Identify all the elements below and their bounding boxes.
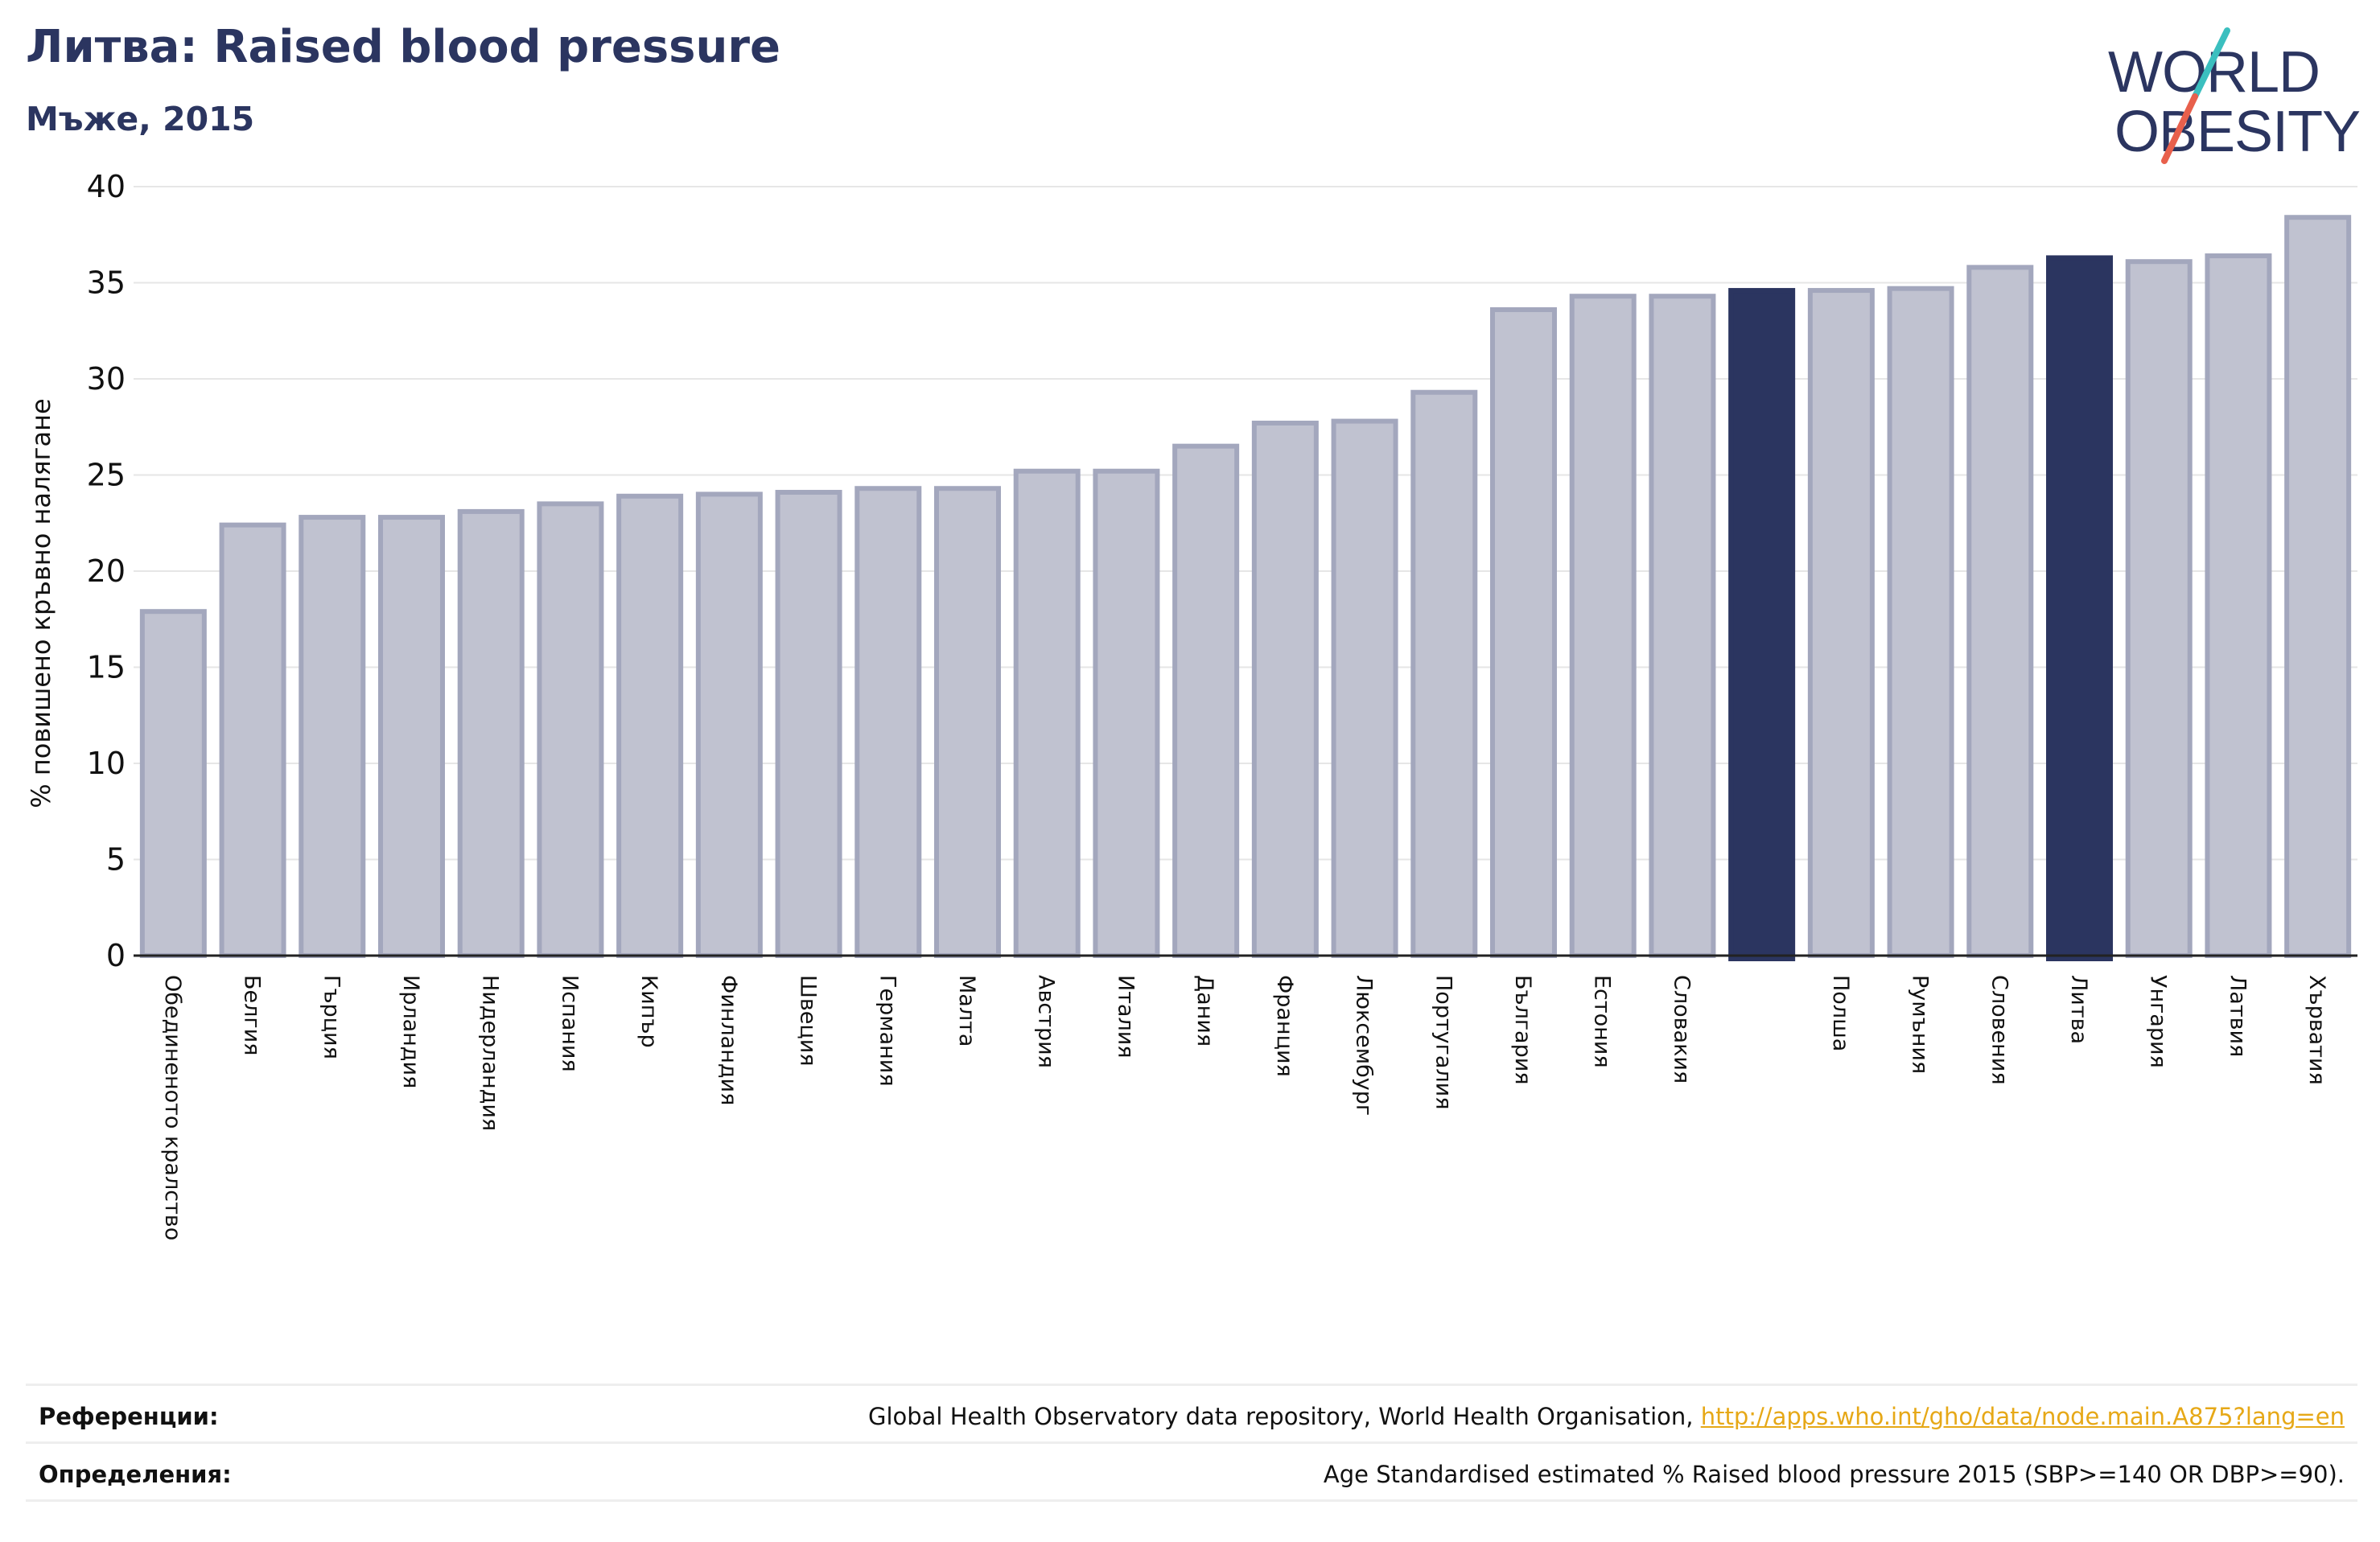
y-tick-label: 20 [87, 553, 126, 589]
references-text: Global Health Observatory data repositor… [867, 1403, 1701, 1430]
x-tick-label: Швеция [796, 975, 821, 1067]
x-tick-label: Люксембург [1352, 975, 1377, 1116]
bar [219, 522, 286, 958]
y-tick-label: 10 [87, 746, 126, 781]
x-axis-ticks: Обединеното кралство Белгия Гърция Ирландия… [160, 975, 2329, 1240]
references-value: Global Health Observatory data repositor… [868, 1403, 2345, 1430]
x-tick-label: Франция [1272, 975, 1297, 1077]
x-tick-label: Гърция [319, 975, 344, 1059]
bar [2205, 253, 2272, 959]
x-tick-label: Кипър [636, 975, 661, 1048]
bar-highlighted [1728, 288, 1796, 961]
y-tick-label: 25 [87, 458, 126, 493]
references-link[interactable]: http://apps.who.int/gho/data/node.main.A… [1700, 1403, 2345, 1430]
y-tick-label: 5 [106, 842, 126, 878]
logo-line-obesity: OBESITY [2114, 100, 2360, 164]
x-tick-label: Латвия [2225, 975, 2250, 1057]
x-tick-label: Австрия [1034, 975, 1059, 1068]
bar [616, 493, 684, 958]
bar [1887, 286, 1954, 959]
bar [1093, 468, 1160, 958]
bar [695, 491, 763, 958]
bar [1013, 468, 1081, 958]
definitions-value: Age Standardised estimated % Raised bloo… [1323, 1461, 2345, 1488]
y-tick-label: 40 [87, 169, 126, 204]
y-axis-label: % повишено кръвно налягане [26, 398, 56, 808]
x-tick-label: Литва [2066, 975, 2091, 1044]
x-tick-label: Румъния [1908, 975, 1933, 1074]
x-tick-label: Малта [954, 975, 979, 1047]
references-label: Референции: [39, 1403, 219, 1430]
x-tick-label: Словакия [1669, 975, 1694, 1084]
bars [139, 215, 2352, 961]
x-tick-label: Унгария [2146, 975, 2171, 1068]
bar [1410, 389, 1478, 959]
bar [1331, 418, 1398, 958]
bar [1490, 306, 1557, 958]
x-tick-label: Полша [1828, 975, 1853, 1051]
bar [1966, 265, 2034, 958]
y-axis-ticks: 0 5 10 15 20 25 30 35 40 [87, 169, 126, 973]
x-tick-label: Хърватия [2304, 975, 2329, 1085]
x-tick-label: Италия [1113, 975, 1138, 1059]
bar [2284, 215, 2352, 958]
definitions-label: Определения: [39, 1461, 232, 1488]
bar [934, 486, 1001, 958]
bar [854, 486, 922, 958]
y-tick-label: 15 [87, 650, 126, 685]
bar [1807, 288, 1875, 958]
x-tick-label: Португалия [1431, 975, 1456, 1109]
x-tick-label: Нидерландия [478, 975, 503, 1131]
references-row: Референции: Global Health Observatory da… [26, 1387, 2357, 1443]
chart-subtitle: Мъже, 2015 [26, 100, 255, 138]
x-tick-label: Ирландия [398, 975, 423, 1088]
y-tick-label: 0 [106, 938, 126, 973]
bar [299, 515, 366, 958]
footer-middle-divider [26, 1441, 2357, 1444]
x-tick-label: Финландия [716, 975, 741, 1105]
bar [1569, 294, 1637, 959]
footer-top-divider [26, 1384, 2357, 1386]
bar [457, 508, 525, 958]
bar [139, 609, 207, 958]
x-tick-label: Словения [1987, 975, 2011, 1085]
chart-title: Литва: Raised blood pressure [26, 21, 780, 73]
logo-slash-bottom [2161, 93, 2198, 164]
world-obesity-logo: WORLD OBESITY [2108, 27, 2361, 164]
x-tick-label: Естония [1590, 975, 1615, 1068]
x-tick-label: Германия [875, 975, 900, 1087]
bar [1172, 443, 1240, 958]
x-tick-label: България [1510, 975, 1535, 1085]
y-tick-label: 30 [87, 361, 126, 397]
bar [1251, 420, 1319, 958]
bar-highlighted [2046, 255, 2113, 961]
bar [1649, 294, 1716, 959]
x-tick-label: Испания [557, 975, 582, 1072]
x-tick-label: Обединеното кралство [160, 975, 185, 1240]
bar [2125, 259, 2193, 958]
footer-bottom-divider [26, 1499, 2357, 1502]
x-tick-label: Белгия [240, 975, 265, 1055]
definitions-row: Определения: Age Standardised estimated … [26, 1445, 2357, 1501]
bar [378, 515, 445, 958]
bar [775, 490, 842, 958]
x-tick-label: Дания [1192, 975, 1217, 1047]
bar-chart: 0 5 10 15 20 25 30 35 40 Обединеното кралство Бел… [26, 169, 2357, 1240]
logo-slash-top [2192, 27, 2230, 100]
y-tick-label: 35 [87, 265, 126, 301]
bar [537, 501, 604, 958]
